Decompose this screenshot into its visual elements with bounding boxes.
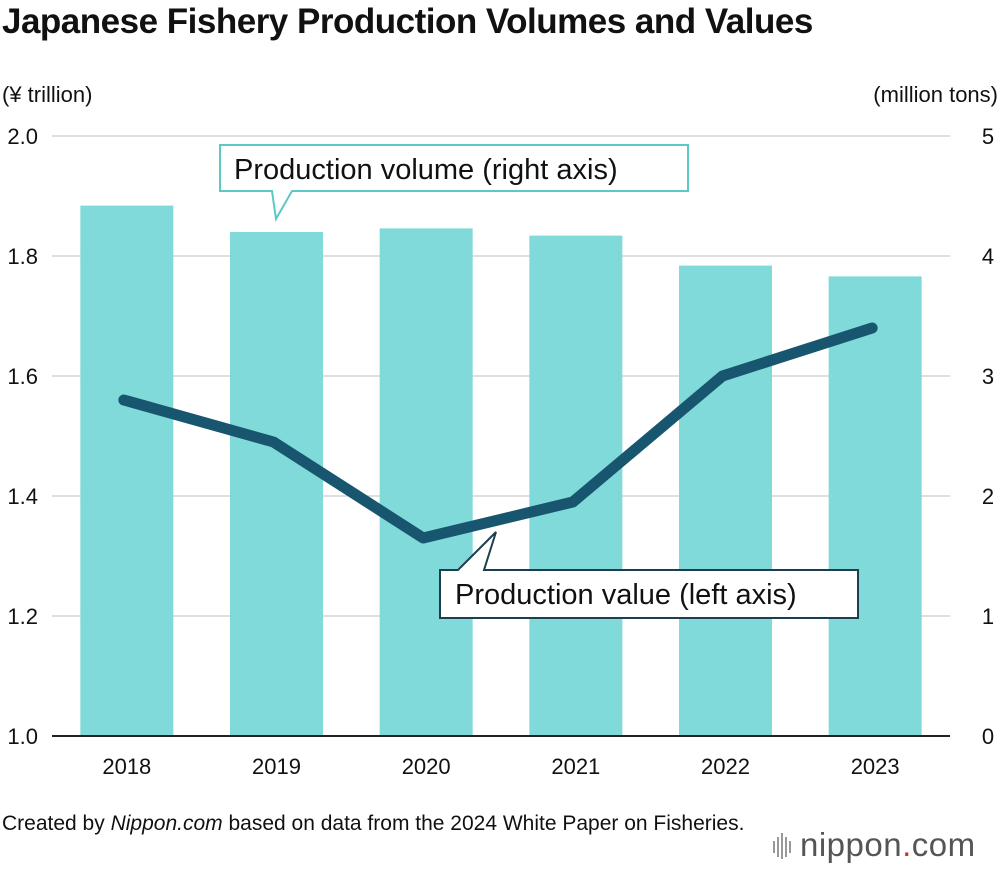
left-axis-tick-label: 1.4 (7, 484, 38, 509)
volume-callout-box (219, 144, 689, 223)
source-site: Nippon.com (110, 812, 223, 835)
source-suffix: based on data from the 2024 White Paper … (228, 812, 745, 835)
volume-callout-label: Production volume (right axis) (234, 154, 618, 186)
volume-bar (80, 205, 174, 737)
volume-bar (529, 235, 623, 736)
x-axis-tick-label: 2023 (851, 754, 900, 779)
volume-bar (679, 265, 772, 736)
x-axis-tick-label: 2020 (402, 754, 451, 779)
volume-bar (230, 232, 323, 736)
x-axis-tick-label: 2019 (252, 754, 301, 779)
x-axis-tick-label: 2021 (551, 754, 600, 779)
right-axis-tick-label: 3 (982, 364, 994, 389)
right-axis-tick-label: 0 (982, 724, 994, 749)
chart-title: Japanese Fishery Production Volumes and … (2, 2, 813, 41)
logo-tld: com (911, 826, 976, 863)
x-axis-tick-label: 2018 (102, 754, 151, 779)
volume-bar (828, 276, 922, 736)
source-note: Created by Nippon.com based on data from… (2, 810, 762, 838)
value-callout-label: Production value (left axis) (455, 579, 797, 611)
volume-bar (379, 228, 473, 736)
nippon-logo: nippon.com (772, 826, 976, 864)
chart-plot: 1.0 1.2 1.4 1.6 1.8 2.0 0 1 2 3 4 5 2018 2019 2020 2021… (7, 124, 994, 779)
left-axis-tick-label: 2.0 (7, 124, 38, 149)
right-axis-tick-label: 5 (982, 124, 994, 149)
value-line (118, 322, 878, 544)
left-axis-tick-label: 1.0 (7, 724, 38, 749)
left-axis-tick-label: 1.6 (7, 364, 38, 389)
right-axis-tick-label: 1 (982, 604, 994, 629)
right-axis-unit-label: (million tons) (873, 82, 998, 107)
logo-text: nippon (800, 826, 903, 863)
logo-bars-icon (773, 833, 791, 859)
logo-dot: . (902, 826, 912, 863)
right-axis-tick-label: 2 (982, 484, 994, 509)
right-axis-tick-label: 4 (982, 244, 994, 269)
x-axis-tick-label: 2022 (701, 754, 750, 779)
left-axis-unit-label: (¥ trillion) (2, 82, 93, 107)
left-axis-tick-label: 1.8 (7, 244, 38, 269)
source-prefix: Created by (2, 812, 105, 835)
value-callout-box (439, 531, 859, 619)
left-axis-tick-label: 1.2 (7, 604, 38, 629)
